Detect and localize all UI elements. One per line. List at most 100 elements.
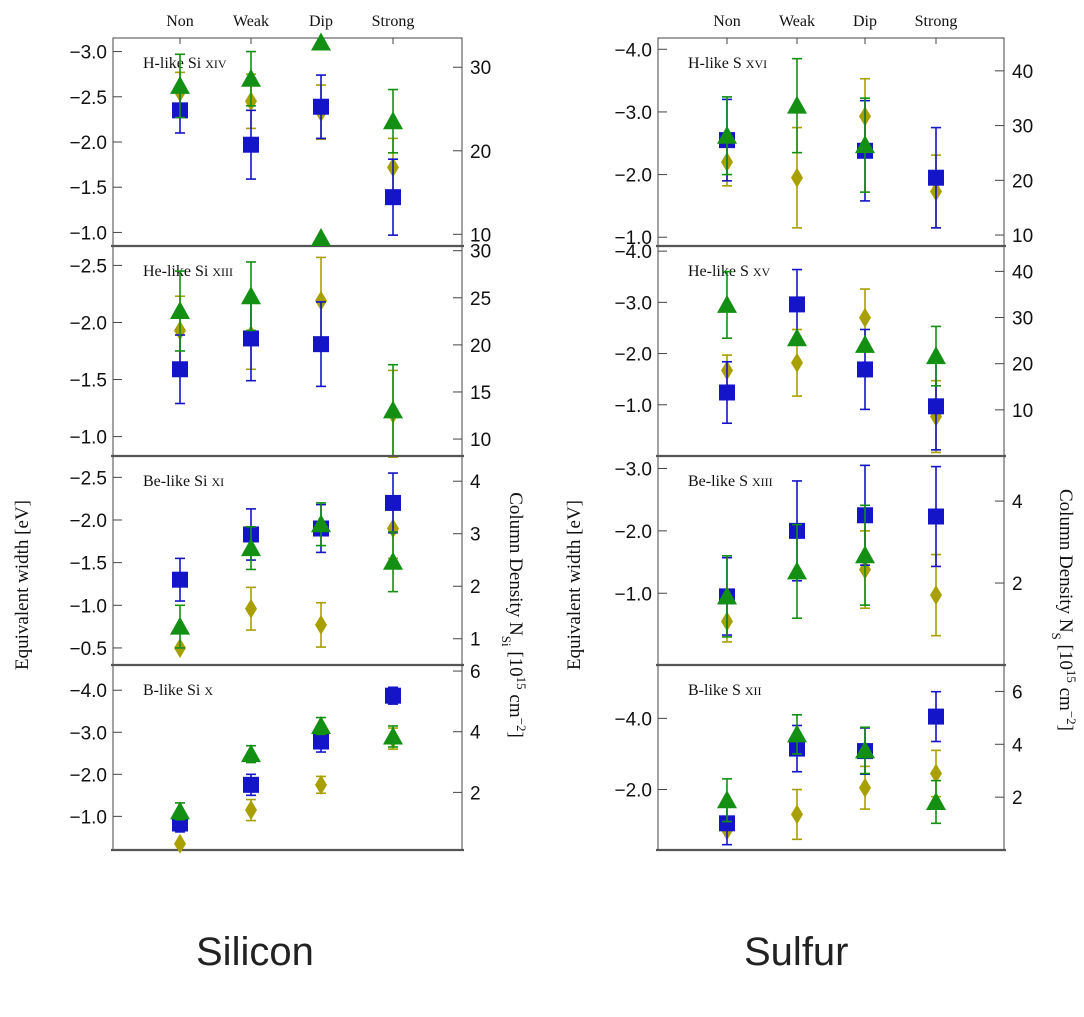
green-point bbox=[855, 135, 875, 154]
y2-tick-label: 2 bbox=[470, 577, 481, 598]
y-tick-label: −4.0 bbox=[69, 681, 107, 702]
green-point bbox=[787, 95, 807, 114]
green-point bbox=[241, 68, 261, 87]
blue-point bbox=[313, 733, 329, 750]
chart-silicon: −3.0 −2.5 −2.0 −1.5 −1.0 30 20 10 H-like Si XIV −… bbox=[69, 32, 491, 854]
blue-point bbox=[928, 708, 944, 725]
y-tick-label: −1.0 bbox=[69, 428, 107, 449]
y-tick-label: −2.0 bbox=[69, 133, 107, 154]
y-axis-label-silicon: Equivalent width [eV] bbox=[12, 500, 33, 670]
blue-point bbox=[243, 776, 259, 793]
green-point bbox=[241, 286, 261, 305]
y2-tick-label: 2 bbox=[470, 783, 481, 804]
y2-tick-label: 2 bbox=[1012, 788, 1023, 809]
green-point bbox=[855, 334, 875, 353]
y-tick-label: −1.0 bbox=[69, 596, 107, 617]
y-tick-label: −1.0 bbox=[69, 807, 107, 828]
green-point bbox=[241, 744, 261, 763]
y2-tick-label: 30 bbox=[470, 58, 491, 79]
y2-tick-label: 20 bbox=[470, 142, 491, 163]
olive-point bbox=[930, 763, 942, 784]
green-point bbox=[926, 346, 946, 365]
y-tick-label: −1.5 bbox=[69, 371, 107, 392]
y-tick-label: −4.0 bbox=[614, 242, 652, 263]
y-tick-label: −1.5 bbox=[69, 178, 107, 199]
blue-point bbox=[313, 336, 329, 353]
y-tick-label: −1.0 bbox=[614, 228, 652, 249]
panel-sulfur-4: −4.0 −2.0 6 4 2 B-like S XII bbox=[614, 663, 1023, 852]
blue-point bbox=[172, 571, 188, 588]
panel-label: H-like Si XIV bbox=[143, 55, 227, 72]
y-tick-label: −2.5 bbox=[69, 256, 107, 277]
green-point bbox=[311, 715, 331, 734]
panel-silicon-4: −4.0 −3.0 −2.0 −1.0 6 4 2 B-like Si X bbox=[69, 662, 481, 854]
olive-point bbox=[791, 804, 803, 825]
green-point bbox=[241, 538, 261, 557]
green-point bbox=[311, 32, 331, 51]
y2-tick-label: 10 bbox=[470, 225, 491, 246]
blue-point bbox=[928, 508, 944, 525]
y-axis-label-sulfur: Equivalent width [eV] bbox=[564, 500, 585, 670]
y-tick-label: −3.0 bbox=[614, 103, 652, 124]
y2-tick-label: 10 bbox=[1012, 401, 1033, 422]
y2-tick-label: 30 bbox=[1012, 117, 1033, 138]
y2-tick-label: 20 bbox=[1012, 355, 1033, 376]
panel-silicon-1: −3.0 −2.5 −2.0 −1.5 −1.0 30 20 10 H-like Si XIV bbox=[69, 32, 491, 246]
blue-point bbox=[243, 330, 259, 347]
y-tick-label: −2.0 bbox=[614, 166, 652, 187]
green-point bbox=[170, 616, 190, 635]
green-point bbox=[717, 586, 737, 605]
panel-label: H-like S XVI bbox=[688, 55, 767, 72]
category-label-weak: Weak bbox=[233, 13, 269, 30]
y-tick-label: −2.0 bbox=[614, 781, 652, 802]
category-label-dip: Dip bbox=[853, 13, 877, 30]
olive-point bbox=[315, 290, 327, 311]
y2-tick-label: 2 bbox=[1012, 574, 1023, 595]
y-tick-label: −4.0 bbox=[614, 40, 652, 61]
y2-tick-label: 3 bbox=[470, 525, 481, 546]
panel-silicon-3: −2.5 −2.0 −1.5 −1.0 −0.5 4 3 2 1 Be-like Si XI bbox=[69, 454, 481, 660]
olive-point bbox=[859, 777, 871, 798]
y-tick-label: −4.0 bbox=[614, 709, 652, 730]
y-tick-label: −2.5 bbox=[69, 468, 107, 489]
green-point bbox=[170, 801, 190, 820]
panel-sulfur-1: −4.0 −3.0 −2.0 −1.0 40 30 20 10 H-like S XVI bbox=[614, 40, 1033, 249]
y2-tick-label: 30 bbox=[1012, 309, 1033, 330]
panel-silicon-2: −2.5 −2.0 −1.5 −1.0 30 25 20 15 10 He-like Si XII… bbox=[69, 228, 491, 458]
green-point bbox=[926, 791, 946, 810]
panel-label: Be-like S XIII bbox=[688, 473, 773, 490]
y-tick-label: −1.0 bbox=[69, 223, 107, 244]
y2-tick-label: 4 bbox=[1012, 735, 1023, 756]
blue-point bbox=[928, 169, 944, 186]
y-tick-label: −2.0 bbox=[614, 522, 652, 543]
caption-silicon: Silicon bbox=[196, 930, 314, 974]
y-tick-label: −2.0 bbox=[614, 345, 652, 366]
y-tick-label: −0.5 bbox=[69, 639, 107, 660]
olive-point bbox=[245, 598, 257, 619]
panel-label: B-like Si X bbox=[143, 682, 213, 699]
category-label-dip: Dip bbox=[309, 13, 333, 30]
olive-point bbox=[245, 800, 257, 821]
green-point bbox=[717, 790, 737, 809]
blue-point bbox=[719, 815, 735, 832]
y2-tick-label: 6 bbox=[1012, 682, 1023, 703]
panel-sulfur-3: −3.0 −2.0 −1.0 4 2 Be-like S XIII bbox=[614, 454, 1023, 643]
panel-label: He-like S XV bbox=[688, 263, 771, 280]
olive-point bbox=[315, 774, 327, 795]
green-point bbox=[787, 561, 807, 580]
green-point bbox=[855, 740, 875, 759]
olive-point bbox=[174, 833, 186, 854]
y2-tick-label: 25 bbox=[470, 289, 491, 310]
green-point bbox=[787, 724, 807, 743]
caption-sulfur: Sulfur bbox=[744, 930, 849, 974]
y-tick-label: −3.0 bbox=[69, 43, 107, 64]
y2-tick-label: 20 bbox=[470, 336, 491, 357]
y2-tick-label: 6 bbox=[470, 662, 481, 683]
blue-point bbox=[719, 384, 735, 401]
green-point bbox=[383, 551, 403, 570]
y2-axis-label-sulfur: Column Density NS [1015 cm−2] bbox=[1050, 489, 1080, 731]
category-label-weak: Weak bbox=[779, 13, 815, 30]
green-point bbox=[717, 294, 737, 313]
